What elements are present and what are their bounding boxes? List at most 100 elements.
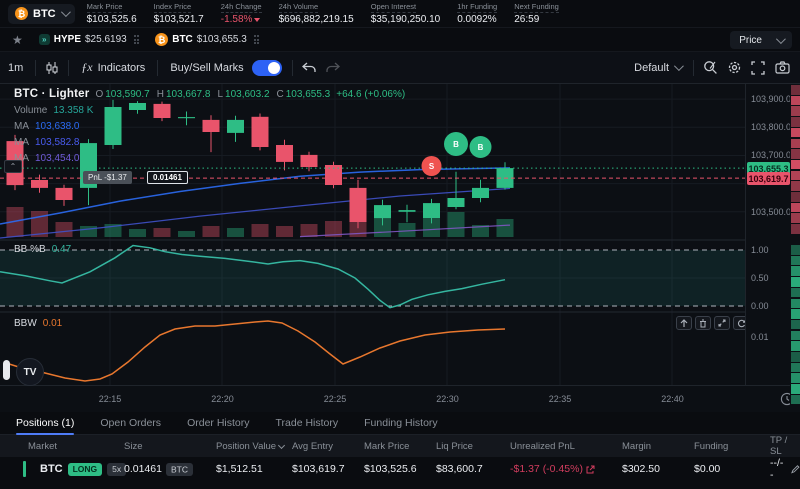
column-header: Funding: [694, 440, 729, 452]
svg-text:S: S: [429, 162, 435, 171]
layout-template-dropdown[interactable]: Default: [626, 61, 689, 74]
grip-dots-icon: [133, 35, 140, 44]
bid-depth-block: [791, 298, 800, 308]
bid-depth-block: [791, 266, 800, 276]
entry-price-badge: 103,619.7: [747, 172, 790, 185]
time-axis-label: 22:15: [98, 394, 122, 404]
price-axis-label: 103,900.0: [751, 94, 792, 104]
tab-order-history[interactable]: Order History: [187, 417, 250, 429]
bid-depth-block: [791, 362, 800, 373]
divider: [693, 59, 694, 76]
price-axis-label: 103,800.0: [751, 122, 792, 132]
tab-trade-history[interactable]: Trade History: [275, 417, 339, 429]
bid-depth-block: [791, 277, 800, 287]
stat-value: $696,882,219.15: [278, 14, 354, 25]
indicators-button[interactable]: ƒx Indicators: [81, 60, 146, 74]
tab-funding-history[interactable]: Funding History: [364, 417, 438, 429]
stat-value: -1.58%: [221, 14, 262, 25]
market-cell: BTC LONG 5x: [40, 462, 127, 476]
panel-tabs: Positions (1) Open Orders Order History Tra…: [0, 412, 800, 435]
interval-button[interactable]: 1m: [8, 61, 24, 74]
position-row[interactable]: BTC LONG 5x 0.01461 BTC $1,512.51 $103,61…: [0, 457, 800, 481]
undo-icon[interactable]: [297, 56, 321, 80]
price-axis-label: 103,500.0: [751, 207, 792, 217]
time-axis-label: 22:30: [436, 394, 459, 404]
time-axis[interactable]: 22:15 22:20 22:25 22:30 22:35 22:40: [0, 385, 800, 412]
column-header[interactable]: Position Value: [216, 441, 292, 452]
buysell-marks-toggle[interactable]: [251, 59, 282, 76]
stat-value: $103,521.7: [153, 14, 204, 25]
stat-label: 24h Change: [220, 2, 262, 13]
search-icon[interactable]: [698, 56, 722, 80]
chart-toolbar: 1m ƒx Indicators Buy/Sell Marks Default: [0, 52, 800, 84]
ask-depth-block: [791, 149, 800, 159]
ask-depth-block: [791, 127, 800, 138]
buysell-marks-label: Buy/Sell Marks: [170, 61, 244, 74]
legend-collapse-button[interactable]: ⌃: [4, 160, 22, 173]
market-stats: Mark Price $103,525.6 Index Price $103,521.…: [86, 2, 559, 25]
ohlc-value: 103,590.7: [105, 88, 150, 100]
ma-legend-row: MA 103,454.0: [14, 150, 405, 166]
chart-symbol[interactable]: BTC · Lighter: [14, 88, 90, 100]
size-unit-badge: BTC: [165, 462, 193, 476]
ohlc-pair: C 103,655.3: [277, 89, 331, 100]
side-badge: LONG: [67, 462, 103, 476]
pane-maximize-icon[interactable]: [714, 316, 730, 330]
position-size-tag[interactable]: 0.01461: [147, 171, 188, 184]
ask-depth-block: [791, 213, 800, 223]
divider: [68, 59, 70, 76]
time-axis-label: 22:25: [323, 394, 347, 404]
ma-label: MA: [14, 152, 29, 164]
fullscreen-icon[interactable]: [746, 56, 770, 80]
header-stat: Open Interest $35,190,250.10: [370, 2, 440, 25]
watchlist-symbol: BTC: [172, 34, 193, 45]
stat-label: 24h Volume: [278, 2, 319, 13]
change-value: +64.6 (+0.06%): [336, 88, 406, 100]
positions-panel: Positions (1) Open Orders Order History Tra…: [0, 412, 800, 489]
volume-label: Volume: [14, 104, 48, 116]
watchlist-price: $25.6193: [85, 34, 127, 45]
price-chart[interactable]: S B B: [0, 84, 745, 385]
divider: [35, 59, 37, 76]
drag-handle[interactable]: [3, 360, 10, 380]
column-header: Market: [28, 440, 58, 452]
tab-positions[interactable]: Positions (1): [16, 412, 75, 435]
ma-legend: MA 103,638.0 MA 103,582.8 MA 103,454.0: [14, 118, 405, 166]
favorites-star-icon[interactable]: ★: [12, 32, 23, 47]
ma-value: 103,454.0: [35, 152, 80, 164]
ohlc-value: 103,655.3: [285, 88, 331, 100]
header-stat: Index Price $103,521.7: [153, 2, 204, 25]
edit-pencil-icon[interactable]: [790, 464, 800, 474]
ask-depth-block: [791, 117, 800, 127]
market-selector[interactable]: ₿ BTC: [8, 3, 75, 24]
watchlist-item[interactable]: » HYPE $25.6193: [38, 34, 140, 45]
watchlist-item[interactable]: ₿ BTC $103,655.3: [155, 33, 260, 46]
pane-move-up-icon[interactable]: [676, 316, 692, 330]
volume-value: 13.358 K: [53, 104, 94, 116]
bb-axis-label: 0.00: [751, 301, 769, 311]
avg-entry-cell: $103,619.7: [292, 463, 345, 475]
ohlc-pair: H 103,667.8: [157, 89, 211, 100]
margin-cell: $302.50: [622, 463, 660, 475]
price-axis[interactable]: 103,900.0 103,800.0 103,700.0 103,500.0 103,…: [745, 84, 792, 385]
tab-open-orders[interactable]: Open Orders: [100, 417, 162, 429]
ask-depth-block: [791, 224, 800, 234]
camera-snapshot-icon[interactable]: [770, 56, 794, 80]
bid-depth-block: [791, 245, 800, 255]
watchlist-symbol: HYPE: [53, 34, 81, 45]
redo-icon[interactable]: [321, 56, 345, 80]
tpsl-cell: --/--: [770, 457, 800, 481]
position-pnl-tag[interactable]: PnL -$1.37: [83, 171, 132, 184]
price-mode-dropdown[interactable]: Price: [730, 31, 792, 49]
settings-gear-icon[interactable]: [722, 56, 746, 80]
candle-style-icon[interactable]: [40, 56, 64, 80]
tradingview-logo[interactable]: TV: [16, 358, 44, 386]
chart-legend: BTC · Lighter O 103,590.7 H 103,667.8 L 103,6…: [14, 86, 405, 166]
leverage-badge[interactable]: 5x: [107, 462, 127, 476]
market-selector-label: BTC: [33, 7, 56, 20]
header-stat: Next Funding 26:59: [514, 2, 559, 25]
pane-delete-trash-icon[interactable]: [695, 316, 711, 330]
share-pnl-icon[interactable]: [586, 465, 595, 474]
orderbook-depth-strip[interactable]: [790, 84, 800, 412]
